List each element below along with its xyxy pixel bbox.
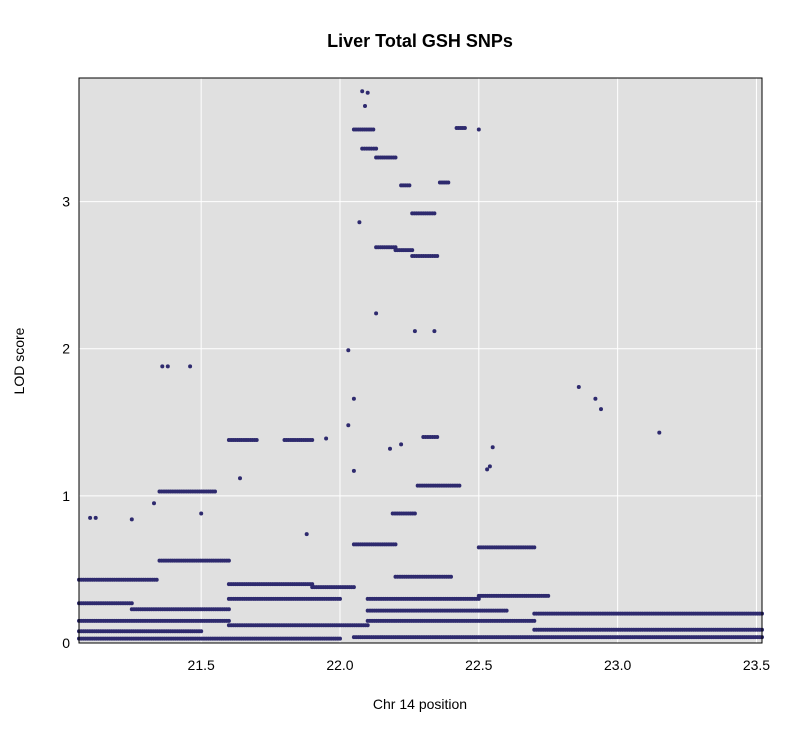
data-point [365, 623, 370, 628]
data-point [346, 348, 351, 353]
data-point [393, 155, 398, 160]
x-tick-label: 23.0 [604, 657, 631, 673]
data-point [532, 545, 537, 550]
data-point [199, 511, 204, 516]
data-point [393, 245, 398, 250]
data-point [490, 445, 495, 450]
data-point [657, 430, 662, 435]
x-axis-label: Chr 14 position [373, 696, 467, 712]
data-point [254, 438, 259, 442]
data-point [449, 574, 453, 579]
data-point [93, 515, 98, 520]
data-point [304, 532, 309, 537]
data-point [129, 601, 134, 606]
data-point [476, 596, 481, 601]
x-axis-ticks: 21.5 22.0 22.5 23.0 23.5 [188, 657, 771, 673]
x-tick-label: 22.5 [465, 657, 492, 673]
data-point [338, 596, 342, 601]
data-point [410, 248, 415, 253]
data-point [338, 636, 342, 641]
x-tick-label: 21.5 [188, 657, 215, 673]
data-point [532, 618, 537, 623]
data-point [360, 89, 365, 94]
data-point [371, 127, 376, 132]
data-point [351, 396, 356, 401]
data-point [388, 446, 392, 451]
data-point [435, 435, 440, 439]
y-tick-label: 3 [62, 194, 70, 210]
data-point [238, 476, 242, 481]
data-point [374, 311, 379, 316]
data-point [435, 254, 440, 258]
data-point [129, 517, 134, 522]
data-point [432, 211, 437, 216]
data-point [346, 423, 351, 428]
data-point [399, 442, 404, 447]
data-point [374, 146, 379, 151]
chart-title: Liver Total GSH SNPs [327, 31, 513, 51]
data-point [407, 183, 412, 188]
data-point [357, 220, 362, 225]
data-point [324, 436, 329, 441]
data-point [152, 501, 156, 506]
data-point [365, 90, 370, 95]
data-point [310, 438, 315, 442]
data-point [393, 542, 398, 547]
y-tick-label: 0 [62, 635, 70, 651]
x-tick-label: 23.5 [743, 657, 770, 673]
data-point [485, 467, 490, 472]
data-point [351, 585, 356, 590]
plot-panel [79, 78, 762, 643]
data-point [165, 364, 170, 369]
data-point [412, 329, 417, 334]
data-point [457, 483, 462, 488]
data-point [154, 577, 159, 582]
y-tick-label: 2 [62, 341, 70, 357]
data-point [88, 515, 93, 520]
data-point [504, 608, 509, 613]
data-point [446, 180, 451, 185]
data-point [226, 618, 231, 623]
data-point [310, 582, 315, 587]
data-point [363, 104, 367, 108]
data-point [432, 329, 437, 334]
data-point [188, 364, 193, 369]
y-axis-label: LOD score [11, 327, 27, 394]
data-point [199, 629, 204, 634]
data-point [226, 607, 231, 612]
data-point [160, 364, 165, 369]
data-point [599, 407, 603, 412]
x-tick-label: 22.0 [326, 657, 353, 673]
data-point [546, 593, 551, 598]
data-points [77, 89, 764, 641]
data-point [213, 489, 217, 494]
data-point [476, 127, 481, 132]
data-point [351, 468, 356, 473]
data-point [226, 558, 231, 563]
data-point [462, 126, 467, 130]
data-point [412, 511, 417, 516]
y-tick-label: 1 [62, 488, 70, 504]
data-point [593, 396, 598, 401]
y-axis-ticks: 0 1 2 3 [62, 194, 70, 651]
data-point [576, 385, 581, 389]
data-point [487, 464, 492, 469]
plot-border [78, 77, 763, 644]
